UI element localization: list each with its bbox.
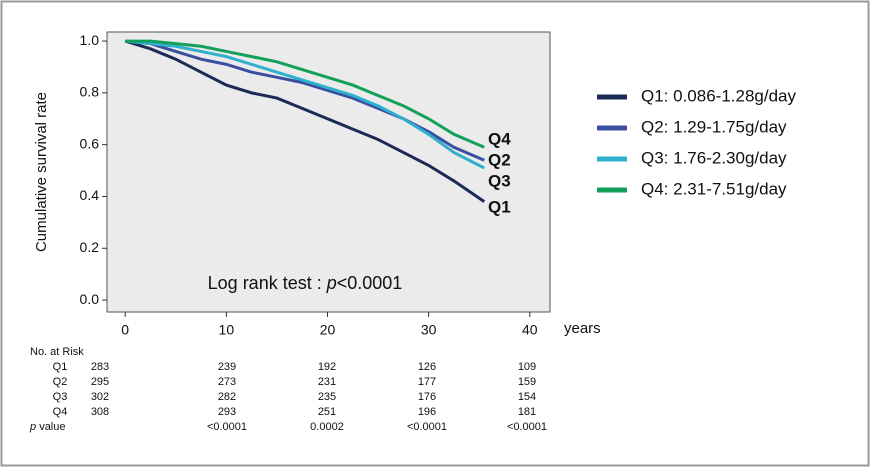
risk-value: 181 (518, 406, 536, 418)
y-axis-label: Cumulative survival rate (33, 92, 50, 252)
x-tick-label: 40 (522, 322, 538, 338)
end-label: Q2 (488, 150, 511, 169)
legend-label: Q2: 1.29-1.75g/day (641, 117, 787, 136)
risk-value: 293 (218, 406, 236, 418)
risk-value: 177 (418, 376, 436, 388)
end-label: Q3 (488, 171, 511, 190)
risk-value: 302 (91, 391, 109, 403)
risk-row-label: Q3 (53, 391, 68, 403)
y-tick-label: 1.0 (80, 32, 100, 48)
annotation-text: <0.0001 (337, 273, 403, 293)
y-tick-label: 0.8 (80, 84, 100, 100)
legend-label: Q4: 2.31-7.51g/day (641, 179, 787, 198)
p-value: <0.0001 (207, 421, 247, 433)
x-tick-label: 20 (320, 322, 336, 338)
survival-curve (124, 39, 486, 203)
y-tick-label: 0.0 (80, 291, 100, 307)
risk-value: 235 (318, 391, 336, 403)
p-label: p value (29, 421, 65, 433)
p-value: 0.0002 (310, 421, 344, 433)
risk-value: 251 (318, 406, 336, 418)
risk-row-label: Q2 (53, 376, 68, 388)
risk-value: 126 (418, 361, 436, 373)
x-tick-label: 10 (219, 322, 235, 338)
x-axis-label: years (564, 320, 601, 337)
risk-value: 176 (418, 391, 436, 403)
p-value: <0.0001 (407, 421, 447, 433)
risk-value: 154 (518, 391, 536, 403)
risk-value: 192 (318, 361, 336, 373)
risk-value: 282 (218, 391, 236, 403)
annotation-italic: p (326, 273, 337, 293)
y-tick-label: 0.2 (80, 239, 100, 255)
end-label: Q4 (488, 129, 511, 148)
p-label-text: value (39, 421, 65, 433)
survival-curve (125, 39, 485, 170)
survival-curve (125, 39, 485, 149)
plot-area (106, 31, 551, 313)
risk-row-label: Q4 (53, 406, 68, 418)
x-tick-label: 30 (421, 322, 437, 338)
legend-label: Q1: 0.086-1.28g/day (641, 86, 797, 105)
legend-label: Q3: 1.76-2.30g/day (641, 148, 787, 167)
annotation: Log rank test : p<0.0001 (208, 273, 403, 293)
end-label: Q1 (488, 197, 511, 216)
risk-value: 196 (418, 406, 436, 418)
risk-value: 231 (318, 376, 336, 388)
y-tick-label: 0.4 (80, 187, 100, 203)
risk-value: 295 (91, 376, 109, 388)
risk-title: No. at Risk (30, 346, 84, 358)
y-tick-label: 0.6 (80, 135, 100, 151)
risk-value: 159 (518, 376, 536, 388)
risk-value: 283 (91, 361, 109, 373)
risk-value: 308 (91, 406, 109, 418)
risk-value: 273 (218, 376, 236, 388)
risk-row-label: Q1 (53, 361, 68, 373)
p-label-italic: p (29, 421, 36, 433)
x-tick-label: 0 (121, 322, 129, 338)
annotation-text: Log rank test : (208, 273, 327, 293)
risk-value: 109 (518, 361, 536, 373)
p-value: <0.0001 (507, 421, 547, 433)
risk-value: 239 (218, 361, 236, 373)
